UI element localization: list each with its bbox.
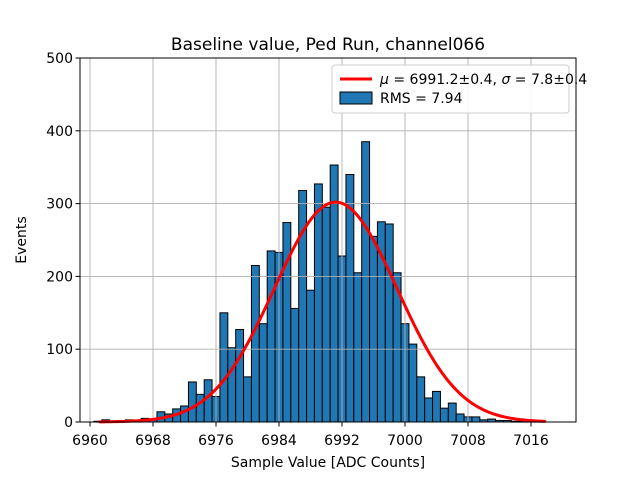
histogram-bar <box>455 413 465 423</box>
x-tick-label: 6968 <box>135 433 171 449</box>
histogram-bar <box>353 272 363 423</box>
axes-frame <box>79 57 577 423</box>
histogram-bar <box>250 264 260 423</box>
histogram-bar <box>447 402 457 423</box>
histogram-bar <box>439 407 449 423</box>
histogram-bar <box>361 141 371 423</box>
legend-fit-label: μ = 6991.2±0.4, σ = 7.8±0.4 <box>379 72 587 88</box>
tick-labels-layer: 6960 6968 6976 6984 6992 7000 7008 7016 0 100 200 3… <box>46 51 549 449</box>
x-axis-label: Sample Value [ADC Counts] <box>231 455 425 471</box>
ticks-layer <box>75 57 532 427</box>
histogram-bar <box>227 347 237 423</box>
y-tick-label: 500 <box>46 51 73 67</box>
x-tick-label: 7016 <box>513 433 549 449</box>
histogram-bar <box>290 307 300 423</box>
histogram-bar <box>195 393 205 423</box>
histogram-bar <box>432 390 441 423</box>
x-tick-label: 7000 <box>387 433 423 449</box>
histogram-bar <box>321 206 331 423</box>
y-tick-label: 300 <box>46 197 73 213</box>
x-tick-label: 6976 <box>198 433 234 449</box>
grid-layer <box>80 58 576 422</box>
y-tick-label: 100 <box>46 342 73 358</box>
legend-histogram-patch-icon <box>339 91 373 105</box>
x-tick-label: 7008 <box>450 433 486 449</box>
y-tick-label: 0 <box>64 415 73 431</box>
histogram-bar <box>235 329 245 423</box>
histogram-bar <box>424 397 434 423</box>
histogram-bar <box>369 235 378 423</box>
legend-box <box>331 64 570 114</box>
histogram-bar <box>203 379 213 423</box>
histogram-bar <box>243 376 252 423</box>
bars-layer <box>93 141 544 423</box>
x-tick-label: 6984 <box>261 433 297 449</box>
chart-title: Baseline value, Ped Run, channel066 <box>171 35 485 55</box>
y-tick-label: 400 <box>46 124 73 140</box>
y-tick-label: 200 <box>46 269 73 285</box>
histogram-bar <box>187 381 197 423</box>
histogram-bar <box>282 222 292 423</box>
histogram-bar <box>219 312 229 423</box>
histogram-bar <box>408 343 418 423</box>
gaussian-fit-curve <box>98 200 547 424</box>
histogram-bar <box>384 223 394 423</box>
y-axis-label: Events <box>14 216 30 263</box>
histogram-bar <box>306 289 315 423</box>
histogram-bar <box>471 416 481 423</box>
histogram-bar <box>416 376 426 423</box>
x-tick-label: 6960 <box>72 433 108 449</box>
legend: μ = 6991.2±0.4, σ = 7.8±0.4 RMS = 7.94 <box>331 64 587 114</box>
histogram-bar <box>258 323 268 423</box>
x-tick-label: 6992 <box>324 433 360 449</box>
legend-rms-label: RMS = 7.94 <box>380 91 463 107</box>
histogram-bar <box>313 183 323 423</box>
